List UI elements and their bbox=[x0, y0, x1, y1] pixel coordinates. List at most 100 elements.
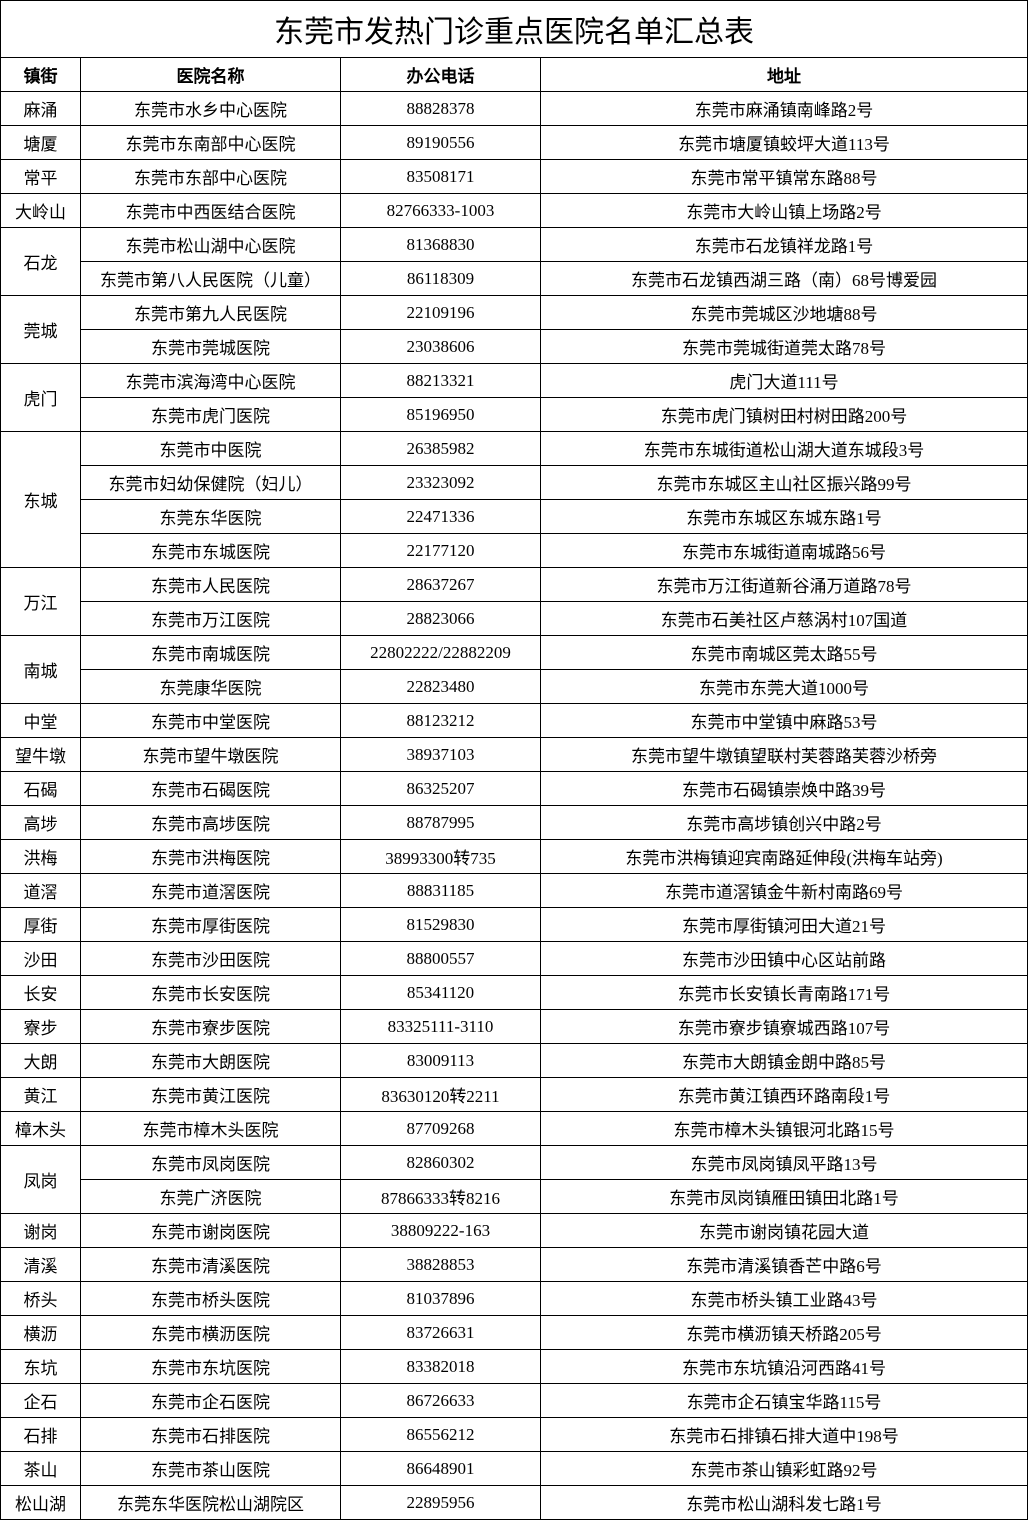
cell-address: 东莞市塘厦镇蛟坪大道113号 bbox=[541, 126, 1028, 160]
cell-phone: 81529830 bbox=[341, 908, 541, 942]
cell-hospital: 东莞市企石医院 bbox=[81, 1384, 341, 1418]
cell-phone: 22471336 bbox=[341, 500, 541, 534]
table-row: 大岭山东莞市中西医结合医院82766333-1003东莞市大岭山镇上场路2号 bbox=[1, 194, 1028, 228]
cell-hospital: 东莞市妇幼保健院（妇儿） bbox=[81, 466, 341, 500]
cell-phone: 86325207 bbox=[341, 772, 541, 806]
table-row: 横沥东莞市横沥医院83726631东莞市横沥镇天桥路205号 bbox=[1, 1316, 1028, 1350]
cell-address: 东莞市凤岗镇凤平路13号 bbox=[541, 1146, 1028, 1180]
cell-hospital: 东莞市水乡中心医院 bbox=[81, 92, 341, 126]
cell-address: 东莞市沙田镇中心区站前路 bbox=[541, 942, 1028, 976]
cell-town: 高埗 bbox=[1, 806, 81, 840]
table-row: 东坑东莞市东坑医院83382018东莞市东坑镇沿河西路41号 bbox=[1, 1350, 1028, 1384]
cell-hospital: 东莞市中医院 bbox=[81, 432, 341, 466]
cell-hospital: 东莞康华医院 bbox=[81, 670, 341, 704]
cell-address: 东莞市谢岗镇花园大道 bbox=[541, 1214, 1028, 1248]
cell-phone: 81368830 bbox=[341, 228, 541, 262]
cell-phone: 85196950 bbox=[341, 398, 541, 432]
cell-town: 横沥 bbox=[1, 1316, 81, 1350]
cell-address: 东莞市东莞大道1000号 bbox=[541, 670, 1028, 704]
cell-phone: 83325111-3110 bbox=[341, 1010, 541, 1044]
cell-address: 东莞市虎门镇树田村树田路200号 bbox=[541, 398, 1028, 432]
cell-town: 东坑 bbox=[1, 1350, 81, 1384]
table-row: 石龙东莞市松山湖中心医院81368830东莞市石龙镇祥龙路1号 bbox=[1, 228, 1028, 262]
cell-phone: 28637267 bbox=[341, 568, 541, 602]
cell-hospital: 东莞市东坑医院 bbox=[81, 1350, 341, 1384]
table-row: 常平东莞市东部中心医院83508171东莞市常平镇常东路88号 bbox=[1, 160, 1028, 194]
cell-hospital: 东莞市长安医院 bbox=[81, 976, 341, 1010]
cell-town: 石排 bbox=[1, 1418, 81, 1452]
cell-phone: 83726631 bbox=[341, 1316, 541, 1350]
cell-hospital: 东莞市谢岗医院 bbox=[81, 1214, 341, 1248]
cell-phone: 83382018 bbox=[341, 1350, 541, 1384]
cell-hospital: 东莞市寮步医院 bbox=[81, 1010, 341, 1044]
table-row: 万江东莞市人民医院28637267东莞市万江街道新谷涌万道路78号 bbox=[1, 568, 1028, 602]
cell-phone: 88828378 bbox=[341, 92, 541, 126]
cell-hospital: 东莞市厚街医院 bbox=[81, 908, 341, 942]
cell-town: 望牛墩 bbox=[1, 738, 81, 772]
cell-hospital: 东莞市第九人民医院 bbox=[81, 296, 341, 330]
cell-phone: 83630120转2211 bbox=[341, 1078, 541, 1112]
table-row: 石碣东莞市石碣医院86325207东莞市石碣镇崇焕中路39号 bbox=[1, 772, 1028, 806]
cell-hospital: 东莞市黄江医院 bbox=[81, 1078, 341, 1112]
cell-phone: 82860302 bbox=[341, 1146, 541, 1180]
cell-phone: 82766333-1003 bbox=[341, 194, 541, 228]
cell-phone: 88213321 bbox=[341, 364, 541, 398]
cell-hospital: 东莞市东城医院 bbox=[81, 534, 341, 568]
cell-phone: 85341120 bbox=[341, 976, 541, 1010]
cell-hospital: 东莞市石碣医院 bbox=[81, 772, 341, 806]
cell-hospital: 东莞市人民医院 bbox=[81, 568, 341, 602]
cell-hospital: 东莞市万江医院 bbox=[81, 602, 341, 636]
table-row: 石排东莞市石排医院86556212东莞市石排镇石排大道中198号 bbox=[1, 1418, 1028, 1452]
cell-town: 桥头 bbox=[1, 1282, 81, 1316]
cell-town: 石龙 bbox=[1, 228, 81, 296]
table-row: 麻涌东莞市水乡中心医院88828378东莞市麻涌镇南峰路2号 bbox=[1, 92, 1028, 126]
cell-address: 东莞市石龙镇祥龙路1号 bbox=[541, 228, 1028, 262]
cell-town: 道滘 bbox=[1, 874, 81, 908]
table-row: 长安东莞市长安医院85341120东莞市长安镇长青南路171号 bbox=[1, 976, 1028, 1010]
cell-address: 东莞市东城区主山社区振兴路99号 bbox=[541, 466, 1028, 500]
cell-address: 东莞市茶山镇彩虹路92号 bbox=[541, 1452, 1028, 1486]
cell-address: 东莞市厚街镇河田大道21号 bbox=[541, 908, 1028, 942]
table-row: 高埗东莞市高埗医院88787995东莞市高埗镇创兴中路2号 bbox=[1, 806, 1028, 840]
cell-town: 厚街 bbox=[1, 908, 81, 942]
cell-hospital: 东莞市滨海湾中心医院 bbox=[81, 364, 341, 398]
cell-town: 莞城 bbox=[1, 296, 81, 364]
table-row: 道滘东莞市道滘医院88831185东莞市道滘镇金牛新村南路69号 bbox=[1, 874, 1028, 908]
cell-town: 南城 bbox=[1, 636, 81, 704]
cell-phone: 86726633 bbox=[341, 1384, 541, 1418]
cell-town: 谢岗 bbox=[1, 1214, 81, 1248]
cell-phone: 87709268 bbox=[341, 1112, 541, 1146]
cell-hospital: 东莞市中西医结合医院 bbox=[81, 194, 341, 228]
cell-hospital: 东莞市横沥医院 bbox=[81, 1316, 341, 1350]
cell-phone: 88800557 bbox=[341, 942, 541, 976]
header-address: 地址 bbox=[541, 58, 1028, 92]
table-row: 东莞市第八人民医院（儿童）86118309东莞市石龙镇西湖三路（南）68号博爱园 bbox=[1, 262, 1028, 296]
table-row: 黄江东莞市黄江医院83630120转2211东莞市黄江镇西环路南段1号 bbox=[1, 1078, 1028, 1112]
cell-address: 东莞市东城街道松山湖大道东城段3号 bbox=[541, 432, 1028, 466]
cell-hospital: 东莞市大朗医院 bbox=[81, 1044, 341, 1078]
hospital-table: 镇街 医院名称 办公电话 地址 麻涌东莞市水乡中心医院88828378东莞市麻涌… bbox=[0, 57, 1028, 1520]
table-row: 东莞广济医院87866333转8216东莞市凤岗镇雁田镇田北路1号 bbox=[1, 1180, 1028, 1214]
cell-phone: 38828853 bbox=[341, 1248, 541, 1282]
cell-address: 东莞市石龙镇西湖三路（南）68号博爱园 bbox=[541, 262, 1028, 296]
table-row: 东城东莞市中医院26385982东莞市东城街道松山湖大道东城段3号 bbox=[1, 432, 1028, 466]
cell-hospital: 东莞市第八人民医院（儿童） bbox=[81, 262, 341, 296]
cell-address: 虎门大道111号 bbox=[541, 364, 1028, 398]
cell-phone: 26385982 bbox=[341, 432, 541, 466]
cell-town: 松山湖 bbox=[1, 1486, 81, 1520]
cell-address: 东莞市樟木头镇银河北路15号 bbox=[541, 1112, 1028, 1146]
table-row: 虎门东莞市滨海湾中心医院88213321虎门大道111号 bbox=[1, 364, 1028, 398]
cell-address: 东莞市寮步镇寮城西路107号 bbox=[541, 1010, 1028, 1044]
cell-address: 东莞市石美社区卢慈涡村107国道 bbox=[541, 602, 1028, 636]
cell-hospital: 东莞市莞城医院 bbox=[81, 330, 341, 364]
cell-address: 东莞市东坑镇沿河西路41号 bbox=[541, 1350, 1028, 1384]
cell-address: 东莞市莞城区沙地塘88号 bbox=[541, 296, 1028, 330]
cell-hospital: 东莞市石排医院 bbox=[81, 1418, 341, 1452]
cell-hospital: 东莞市樟木头医院 bbox=[81, 1112, 341, 1146]
cell-hospital: 东莞市茶山医院 bbox=[81, 1452, 341, 1486]
cell-phone: 22802222/22882209 bbox=[341, 636, 541, 670]
cell-phone: 81037896 bbox=[341, 1282, 541, 1316]
cell-phone: 88123212 bbox=[341, 704, 541, 738]
cell-town: 中堂 bbox=[1, 704, 81, 738]
cell-town: 常平 bbox=[1, 160, 81, 194]
